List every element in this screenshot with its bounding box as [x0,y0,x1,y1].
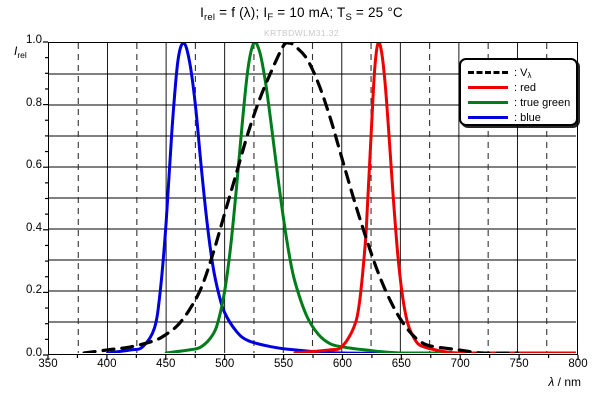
legend-swatch-bar [468,71,508,74]
chart-title-sub-rel: rel [204,12,216,23]
legend-item-true-green[interactable]: : true green [468,95,570,110]
y-tick-label: 0.0 [26,347,42,359]
chart-title-sub-s: S [345,12,352,23]
y-tick-label: 0.4 [26,221,42,234]
x-tick-label: 600 [332,358,353,370]
y-tick-label: 0.2 [26,284,42,297]
chart-title-prefix: I [200,5,205,20]
x-axis-label-unit: / nm [554,375,581,389]
y-tick-label: 0.6 [26,159,42,172]
x-tick-label: 500 [215,358,235,370]
legend-swatch-true-green [468,97,508,108]
legend-item-blue[interactable]: : blue [468,110,570,125]
legend-swatch-blue [468,112,508,123]
legend-label-red: : red [514,81,537,94]
series-v [82,43,520,354]
x-tick-label: 400 [97,358,117,370]
watermark-text: KRTBDWLM31.32 [264,28,339,38]
y-tick-label: 1.0 [26,34,42,46]
series-line [82,43,520,354]
x-tick-label: 800 [568,358,588,370]
plot-area [48,42,578,355]
x-tick-label: 700 [450,358,470,370]
legend-swatch-red [468,82,508,93]
y-tick-label: 0.8 [26,96,42,109]
chart-title-mid2: = 10 mA; T [273,5,346,20]
legend-label-v-lambda: : Vλ [514,66,532,80]
legend-label-subscript: λ [527,70,532,80]
series-blue [106,43,577,354]
chart-title-mid: = f (λ); I [215,5,268,20]
legend-swatch-bar [468,116,508,120]
legend-swatch-bar [468,86,508,90]
x-tick-label: 450 [156,358,176,370]
chart-title: Irel = f (λ); IF = 10 mA; TS = 25 °C [0,5,603,23]
legend-swatch-v-lambda [468,67,508,78]
legend[interactable]: : Vλ: red : true green : blue [459,58,578,126]
y-axis-label-sub: rel [17,50,27,60]
series-line [106,43,577,354]
legend-label-text: : V [514,66,528,79]
legend-swatch-bar [468,101,508,105]
x-tick-label: 750 [509,358,529,370]
x-axis-label: λ / nm [548,375,581,389]
x-tick-label: 550 [273,358,294,370]
x-tick-label: 650 [391,358,411,370]
legend-label-blue: : blue [514,111,541,124]
y-axis-label-main: I [14,44,18,58]
x-axis-label-symbol: λ [548,375,555,389]
legend-label-true-green: : true green [514,96,571,109]
chart-title-suffix: = 25 °C [351,5,403,20]
legend-item-red[interactable]: : red [468,80,570,95]
series-line [293,43,577,354]
y-axis-label: Irel [14,44,27,60]
legend-item-v-lambda[interactable]: : Vλ [468,65,570,80]
x-tick-label: 350 [38,358,58,370]
chart-title-sub-f: F [267,12,274,23]
series-red [293,43,577,354]
